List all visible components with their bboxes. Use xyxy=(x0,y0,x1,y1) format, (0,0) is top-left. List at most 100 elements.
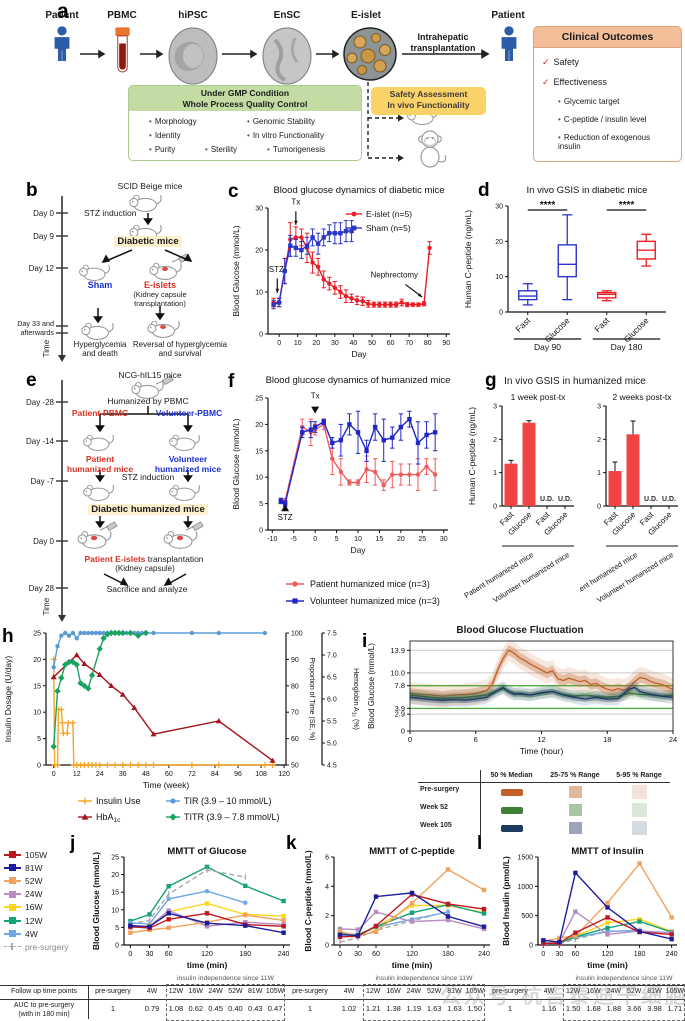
svg-text:0: 0 xyxy=(401,727,405,736)
table-col-1-5: 52W xyxy=(426,988,442,995)
label-day-m28: Day -28 xyxy=(25,398,54,407)
dashed-arrowhead-monkey xyxy=(398,154,404,162)
label-eislets: E-islets xyxy=(143,280,176,290)
bar-Fast-2: U.D. xyxy=(644,496,658,509)
svg-text:10: 10 xyxy=(111,907,119,914)
label-hyperglycemia-death: Hyperglycemia and death xyxy=(73,340,127,359)
panel-b-letter: b xyxy=(26,180,38,201)
svg-text:20: 20 xyxy=(397,536,405,543)
svg-text:100: 100 xyxy=(291,631,303,638)
svg-text:MMTT of Insulin: MMTT of Insulin xyxy=(571,846,643,857)
label-reversal-survival: Reversal of hyperglycemia and survival xyxy=(132,340,228,359)
table-val-2-1: 1.16 xyxy=(541,1004,557,1013)
svg-text:0: 0 xyxy=(338,951,342,958)
table-val-0-0: 1 xyxy=(110,1004,116,1013)
legend: Insulin Use HbA1c TIR (3.9 – 10 mmol/L) TIT… xyxy=(78,796,280,824)
mmtt-legend-item-16W: 16W xyxy=(4,901,88,914)
label-ensc: EnSC xyxy=(273,10,301,21)
svg-text:0: 0 xyxy=(115,943,119,950)
series-Insulin Use xyxy=(50,656,276,768)
table-vline xyxy=(88,985,89,1019)
annotation-Nephrectomy: Nephrectomy xyxy=(370,271,423,298)
chart-c: 0 10 20 30 40 50 60 70 80 90 0 10 20 30 Day Blood Gluco… xyxy=(231,185,450,360)
table-independence-label-1: insulin independence since 11W xyxy=(375,975,473,982)
table-col-2-7: 105W xyxy=(665,988,684,995)
svg-text:Patient humanized mice (n=3): Patient humanized mice (n=3) xyxy=(310,579,430,589)
label-volunteer-humanized: Volunteer humanized mice xyxy=(154,454,222,475)
svg-text:30: 30 xyxy=(440,536,448,543)
svg-text:Blood Glucose (mmol/L): Blood Glucose (mmol/L) xyxy=(231,225,241,316)
fluct-legend-col-1: 25-75 % Range xyxy=(542,770,608,783)
axes: 0 10 20 30 40 50 60 70 80 90 0 10 20 30 Day Blood Gluco… xyxy=(231,206,450,360)
mmtt-auc-table: Follow up time points AUC to pre-surgery(… xyxy=(0,972,685,1021)
svg-text:U.D.: U.D. xyxy=(644,496,658,503)
svg-text:Blood Glucose (mmol/L): Blood Glucose (mmol/L) xyxy=(231,418,241,509)
label-day9: Day 9 xyxy=(33,232,54,241)
svg-text:Proportion of Time (SE, %): Proportion of Time (SE, %) xyxy=(308,657,315,740)
table-col-1-0: pre-surgery xyxy=(292,988,328,995)
chart-i: 0 6 12 18 24 0 2.93.9 7.8 10.0 13.9 Time (hour) Blo… xyxy=(367,640,677,756)
table-val-0-2: 1.08 xyxy=(168,1004,184,1013)
svg-text:-10: -10 xyxy=(267,536,277,543)
svg-text:4: 4 xyxy=(325,884,329,891)
svg-text:0: 0 xyxy=(259,528,263,535)
svg-text:90: 90 xyxy=(442,340,450,347)
svg-text:2: 2 xyxy=(325,913,329,920)
legend: Patient humanized mice (n=3) Volunteer hu… xyxy=(286,579,440,606)
fluct-legend: 50 % Median 25-75 % Range 5-95 % Range Pre-… xyxy=(418,770,670,837)
svg-text:7.8: 7.8 xyxy=(395,681,405,690)
svg-text:84: 84 xyxy=(211,771,219,778)
table-val-0-3: 0.62 xyxy=(188,1004,204,1013)
svg-text:-5: -5 xyxy=(291,536,297,543)
svg-text:STZ: STZ xyxy=(278,513,293,522)
svg-text:0: 0 xyxy=(493,504,497,511)
svg-text:24: 24 xyxy=(669,735,677,744)
fluct-swatch-iqr-1 xyxy=(542,801,608,819)
panel-b-arrows xyxy=(93,213,193,324)
label-kidney-capsule-e: (Kidney capsule) xyxy=(115,564,175,573)
box-Fast-2 xyxy=(597,290,617,315)
svg-text:Time (hour): Time (hour) xyxy=(520,746,564,756)
table-col-2-2: 12W xyxy=(565,988,581,995)
fluct-legend-row-2: Week 105 xyxy=(420,822,452,829)
table-col-0-1: 4W xyxy=(146,988,158,995)
fluct-legend-row-0: Pre-surgery xyxy=(420,786,460,793)
table-val-1-4: 1.19 xyxy=(406,1004,422,1013)
table-col-0-3: 16W xyxy=(188,988,203,995)
eislet-dish-icon xyxy=(343,27,397,81)
panel-d-letter: d xyxy=(478,180,490,201)
panel-a-graphics xyxy=(54,26,517,168)
svg-text:Hemoglobin A1c (%): Hemoglobin A1c (%) xyxy=(351,668,360,730)
svg-text:20: 20 xyxy=(33,657,41,664)
panel-l-letter: l xyxy=(477,833,483,854)
svg-text:10: 10 xyxy=(354,536,362,543)
series-Week 105 xyxy=(410,681,673,707)
bar-Glucose-3: U.D. xyxy=(558,496,572,509)
svg-text:120: 120 xyxy=(201,951,213,958)
table-val-1-5: 1.63 xyxy=(426,1004,442,1013)
svg-text:Sham (n=5): Sham (n=5) xyxy=(366,223,411,233)
label-sham: Sham xyxy=(87,280,113,290)
svg-text:60: 60 xyxy=(165,771,173,778)
box-Glucose-1 xyxy=(557,214,577,315)
fluct-swatch-median-1 xyxy=(480,801,542,819)
table-val-2-4: 1.88 xyxy=(606,1004,622,1013)
outcome-bullet-2: • C-peptide / insulin level xyxy=(558,115,647,124)
label-hipsc: hiPSC xyxy=(178,10,208,21)
svg-text:STZ: STZ xyxy=(269,265,284,274)
label-scid-mice: SCID Beige mice xyxy=(117,181,183,191)
annotation-Tx: Tx xyxy=(291,198,300,225)
table-col-0-0: pre-surgery xyxy=(95,988,131,995)
svg-text:0: 0 xyxy=(259,332,263,339)
label-day12: Day 12 xyxy=(28,264,54,273)
table-col-1-1: 4W xyxy=(343,988,355,995)
label-patient-pbmc: Patient-PBMC xyxy=(71,408,129,418)
bar-Fast-0 xyxy=(504,459,518,509)
svg-text:2 weeks post-tx: 2 weeks post-tx xyxy=(612,392,672,402)
table-row-label-1: Follow up time points xyxy=(11,988,77,995)
table-val-2-7: 1.71 xyxy=(667,1004,683,1013)
svg-text:10: 10 xyxy=(294,340,302,347)
svg-text:12: 12 xyxy=(537,735,545,744)
table-val-0-1: 0.79 xyxy=(144,1004,160,1013)
svg-text:Blood Glucose (mmol/L): Blood Glucose (mmol/L) xyxy=(91,852,101,950)
